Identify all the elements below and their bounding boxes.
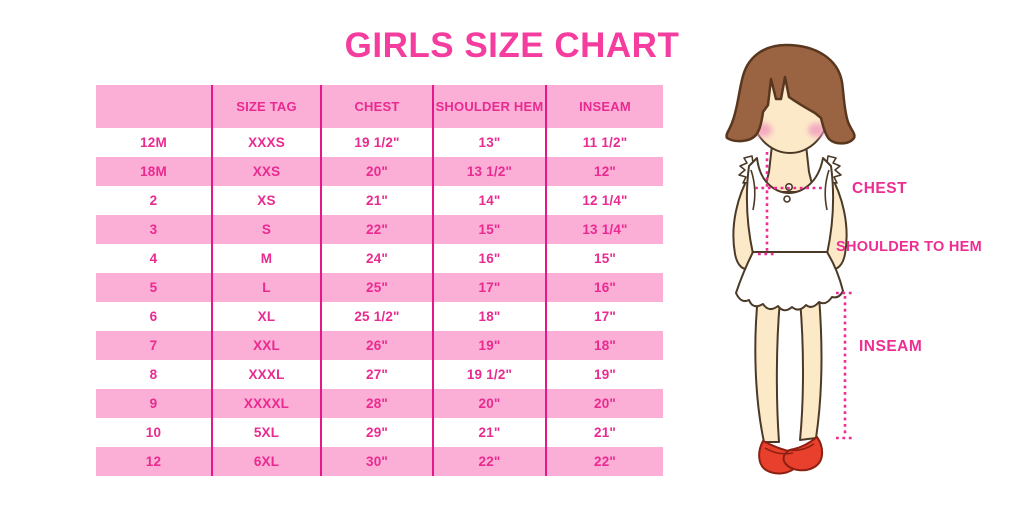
header-cell-blank xyxy=(96,85,213,128)
table-row: 6 XL 25 1/2" 18" 17" xyxy=(96,302,663,331)
shoulder-to-hem-label: SHOULDER TO HEM xyxy=(836,239,982,255)
table-cell: 30" xyxy=(322,447,434,476)
table-cell: XXL xyxy=(213,331,322,360)
measurement-diagram: CHEST SHOULDER TO HEM INSEAM xyxy=(700,10,1024,510)
row-label-cell: 5 xyxy=(96,273,213,302)
row-label-cell: 7 xyxy=(96,331,213,360)
table-row: 3 S 22" 15" 13 1/4" xyxy=(96,215,663,244)
table-row: 5 L 25" 17" 16" xyxy=(96,273,663,302)
row-label-cell: 12M xyxy=(96,128,213,157)
header-cell-chest: CHEST xyxy=(322,85,434,128)
table-cell: XXXXL xyxy=(213,389,322,418)
table-cell: 22" xyxy=(322,215,434,244)
table-cell: 16" xyxy=(434,244,547,273)
girl-leg-right xyxy=(799,295,823,441)
table-cell: 17" xyxy=(593,309,617,324)
table-body: 12M XXXS 19 1/2" 13" 11 1/2" 18M XXS 20"… xyxy=(96,128,663,476)
row-label-cell: 10 xyxy=(96,418,213,447)
table-cell: 28" xyxy=(322,389,434,418)
table-cell: 22" xyxy=(593,454,617,469)
table-row: 18M XXS 20" 13 1/2" 12" xyxy=(96,157,663,186)
table-cell: S xyxy=(213,215,322,244)
table-cell: 5XL xyxy=(213,418,322,447)
table-cell: 18" xyxy=(593,338,617,353)
table-cell: XS xyxy=(213,186,322,215)
header-cell-shoulder-hem: SHOULDER HEM xyxy=(434,85,547,128)
table-cell: 25 1/2" xyxy=(322,302,434,331)
table-cell: XXXS xyxy=(213,128,322,157)
table-cell: 12 1/4" xyxy=(582,193,628,208)
table-row: 12 6XL 30" 22" 22" xyxy=(96,447,663,476)
row-label-cell: 3 xyxy=(96,215,213,244)
table-cell: 20" xyxy=(434,389,547,418)
blush-right xyxy=(808,123,826,137)
table-cell: L xyxy=(213,273,322,302)
table-cell: 12" xyxy=(593,164,617,179)
table-cell: XXS xyxy=(213,157,322,186)
table-cell: 14" xyxy=(434,186,547,215)
table-cell: 19 1/2" xyxy=(322,128,434,157)
table-cell: 18" xyxy=(434,302,547,331)
table-cell: 15" xyxy=(434,215,547,244)
table-cell: XXXL xyxy=(213,360,322,389)
row-label-cell: 18M xyxy=(96,157,213,186)
shoe-strap-right xyxy=(787,443,815,452)
row-label-cell: 2 xyxy=(96,186,213,215)
table-cell: 17" xyxy=(434,273,547,302)
table-row: 12M XXXS 19 1/2" 13" 11 1/2" xyxy=(96,128,663,157)
table-cell: M xyxy=(213,244,322,273)
table-cell: 24" xyxy=(322,244,434,273)
shoe-strap-left xyxy=(764,447,794,455)
table-cell: 21" xyxy=(322,186,434,215)
table-cell: 20" xyxy=(593,396,617,411)
girl-leg-left xyxy=(754,295,781,443)
girl-hair xyxy=(725,43,856,145)
table-cell: 29" xyxy=(322,418,434,447)
table-row: 2 XS 21" 14" 12 1/4" xyxy=(96,186,663,215)
page-title: GIRLS SIZE CHART xyxy=(344,26,680,65)
table-cell: 13 1/2" xyxy=(434,157,547,186)
table-cell: 22" xyxy=(434,447,547,476)
dress-bodice xyxy=(745,157,835,255)
inseam-label: INSEAM xyxy=(859,338,922,355)
table-cell: 6XL xyxy=(213,447,322,476)
table-row: 4 M 24" 16" 15" xyxy=(96,244,663,273)
row-label-cell: 9 xyxy=(96,389,213,418)
table-cell: 25" xyxy=(322,273,434,302)
table-cell: 20" xyxy=(322,157,434,186)
armhole-seam-right xyxy=(824,169,830,211)
chest-label: CHEST xyxy=(852,180,907,197)
table-cell: 19 1/2" xyxy=(434,360,547,389)
girl-illustration: CHEST SHOULDER TO HEM INSEAM xyxy=(725,43,982,475)
row-label-cell: 6 xyxy=(96,302,213,331)
table-cell: 16" xyxy=(593,280,617,295)
header-cell-size-tag: SIZE TAG xyxy=(213,85,322,128)
table-row: 8 XXXL 27" 19 1/2" 19" xyxy=(96,360,663,389)
table-row: 7 XXL 26" 19" 18" xyxy=(96,331,663,360)
row-label-cell: 4 xyxy=(96,244,213,273)
table-row: 9 XXXXL 28" 20" 20" xyxy=(96,389,663,418)
dress-skirt xyxy=(735,251,844,312)
table-cell: 27" xyxy=(322,360,434,389)
table-header-row: SIZE TAG CHEST SHOULDER HEM INSEAM xyxy=(96,85,663,128)
table-row: 10 5XL 29" 21" 21" xyxy=(96,418,663,447)
table-cell: 13" xyxy=(434,128,547,157)
dress-button-bottom xyxy=(783,195,791,203)
table-cell: XL xyxy=(213,302,322,331)
header-cell-inseam: INSEAM xyxy=(579,99,631,114)
table-cell: 19" xyxy=(593,367,617,382)
table-cell: 13 1/4" xyxy=(582,222,628,237)
table-cell: 19" xyxy=(434,331,547,360)
row-label-cell: 12 xyxy=(96,447,213,476)
table-cell: 21" xyxy=(593,425,617,440)
table-cell: 26" xyxy=(322,331,434,360)
table-cell: 21" xyxy=(434,418,547,447)
table-cell: 11 1/2" xyxy=(582,135,628,150)
row-label-cell: 8 xyxy=(96,360,213,389)
table-cell: 15" xyxy=(593,251,617,266)
girls-size-table: SIZE TAG CHEST SHOULDER HEM INSEAM 12M X… xyxy=(96,85,663,476)
armhole-seam-left xyxy=(750,169,756,211)
